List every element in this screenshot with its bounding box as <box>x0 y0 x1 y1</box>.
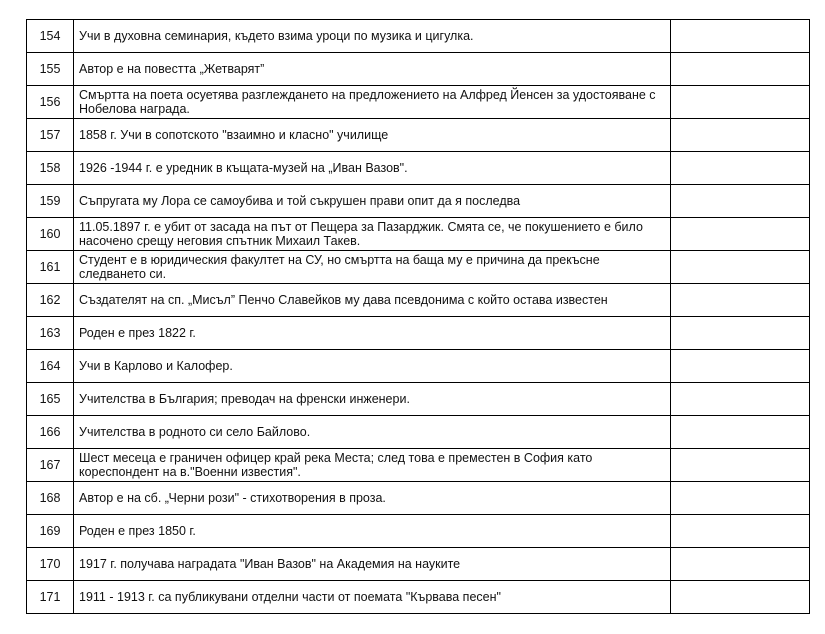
table-row: 164 Учи в Карлово и Калофер. <box>26 349 810 383</box>
row-text: Роден е през 1822 г. <box>73 316 671 350</box>
row-text: Автор е на сб. „Черни рози" - стихотворе… <box>73 481 671 515</box>
answer-cell <box>670 250 810 284</box>
row-number: 158 <box>26 151 74 185</box>
row-number: 161 <box>26 250 74 284</box>
row-number: 167 <box>26 448 74 482</box>
answer-cell <box>670 217 810 251</box>
row-number: 155 <box>26 52 74 86</box>
row-number: 163 <box>26 316 74 350</box>
row-text: Съпругата му Лора се самоубива и той сък… <box>73 184 671 218</box>
row-text: 1858 г. Учи в сопотското "взаимно и клас… <box>73 118 671 152</box>
answer-cell <box>670 52 810 86</box>
table-row: 159 Съпругата му Лора се самоубива и той… <box>26 184 810 218</box>
row-number: 162 <box>26 283 74 317</box>
row-text: 1911 - 1913 г. са публикувани отделни ча… <box>73 580 671 614</box>
answer-cell <box>670 514 810 548</box>
table-row: 162 Създателят на сп. „Мисъл” Пенчо Слав… <box>26 283 810 317</box>
table-row: 154 Учи в духовна семинария, където взим… <box>26 19 810 53</box>
table-row: 157 1858 г. Учи в сопотското "взаимно и … <box>26 118 810 152</box>
answer-cell <box>670 481 810 515</box>
table-row: 155 Автор е на повестта „Жетварят” <box>26 52 810 86</box>
answer-cell <box>670 448 810 482</box>
table-row: 158 1926 -1944 г. е уредник в къщата-муз… <box>26 151 810 185</box>
answer-cell <box>670 85 810 119</box>
row-text: Учителства в родното си село Байлово. <box>73 415 671 449</box>
row-number: 154 <box>26 19 74 53</box>
row-text: Смъртта на поета осуетява разглеждането … <box>73 85 671 119</box>
table-row: 167 Шест месеца е граничен офицер край р… <box>26 448 810 482</box>
row-number: 168 <box>26 481 74 515</box>
answer-cell <box>670 118 810 152</box>
row-text: Учителства в България; преводач на френс… <box>73 382 671 416</box>
row-text: Автор е на повестта „Жетварят” <box>73 52 671 86</box>
table-body: 154 Учи в духовна семинария, където взим… <box>26 19 810 614</box>
row-text: Шест месеца е граничен офицер край река … <box>73 448 671 482</box>
table-row: 165 Учителства в България; преводач на ф… <box>26 382 810 416</box>
row-number: 170 <box>26 547 74 581</box>
row-number: 156 <box>26 85 74 119</box>
table-row: 160 11.05.1897 г. е убит от засада на пъ… <box>26 217 810 251</box>
row-text: 11.05.1897 г. е убит от засада на път от… <box>73 217 671 251</box>
answer-cell <box>670 151 810 185</box>
table-row: 171 1911 - 1913 г. са публикувани отделн… <box>26 580 810 614</box>
table-row: 161 Студент е в юридическия факултет на … <box>26 250 810 284</box>
answer-cell <box>670 415 810 449</box>
row-text: Студент е в юридическия факултет на СУ, … <box>73 250 671 284</box>
table-row: 166 Учителства в родното си село Байлово… <box>26 415 810 449</box>
row-number: 157 <box>26 118 74 152</box>
row-number: 166 <box>26 415 74 449</box>
row-text: Създателят на сп. „Мисъл” Пенчо Славейко… <box>73 283 671 317</box>
answer-cell <box>670 19 810 53</box>
row-number: 165 <box>26 382 74 416</box>
answer-cell <box>670 316 810 350</box>
row-number: 164 <box>26 349 74 383</box>
table-row: 163 Роден е през 1822 г. <box>26 316 810 350</box>
row-text: Учи в духовна семинария, където взима ур… <box>73 19 671 53</box>
row-text: 1926 -1944 г. е уредник в къщата-музей н… <box>73 151 671 185</box>
row-number: 169 <box>26 514 74 548</box>
answer-cell <box>670 283 810 317</box>
table-row: 169 Роден е през 1850 г. <box>26 514 810 548</box>
answer-cell <box>670 184 810 218</box>
row-text: Роден е през 1850 г. <box>73 514 671 548</box>
table-row: 156 Смъртта на поета осуетява разглеждан… <box>26 85 810 119</box>
row-number: 160 <box>26 217 74 251</box>
row-text: 1917 г. получава наградата "Иван Вазов" … <box>73 547 671 581</box>
table-row: 170 1917 г. получава наградата "Иван Ваз… <box>26 547 810 581</box>
row-text: Учи в Карлово и Калофер. <box>73 349 671 383</box>
table-row: 168 Автор е на сб. „Черни рози" - стихот… <box>26 481 810 515</box>
answer-cell <box>670 349 810 383</box>
row-number: 171 <box>26 580 74 614</box>
answer-cell <box>670 580 810 614</box>
row-number: 159 <box>26 184 74 218</box>
facts-table: 154 Учи в духовна семинария, където взим… <box>26 19 810 614</box>
answer-cell <box>670 382 810 416</box>
answer-cell <box>670 547 810 581</box>
